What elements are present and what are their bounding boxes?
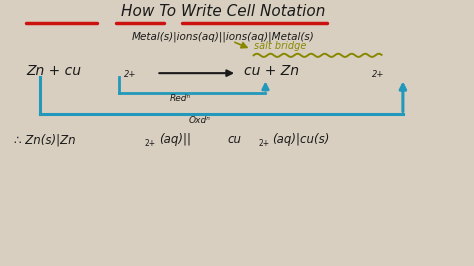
- Text: Metal(s)|ions(aq)||ions(aq)|Metal(s): Metal(s)|ions(aq)||ions(aq)|Metal(s): [131, 32, 314, 42]
- Text: cu: cu: [228, 133, 242, 146]
- Text: cu + Zn: cu + Zn: [244, 64, 299, 78]
- Text: How To Write Cell Notation: How To Write Cell Notation: [120, 4, 325, 19]
- Text: (aq)||: (aq)||: [159, 133, 191, 146]
- Text: salt bridge: salt bridge: [254, 41, 306, 51]
- Text: Redⁿ: Redⁿ: [170, 94, 191, 103]
- Text: 2+: 2+: [258, 139, 269, 148]
- Text: Zn + cu: Zn + cu: [26, 64, 81, 78]
- Text: (aq)|cu(s): (aq)|cu(s): [273, 133, 330, 146]
- Text: 2+: 2+: [372, 70, 384, 79]
- Text: Oxdⁿ: Oxdⁿ: [188, 116, 210, 125]
- Text: ∴ Zn(s)|Zn: ∴ Zn(s)|Zn: [14, 133, 76, 146]
- Text: 2+: 2+: [145, 139, 155, 148]
- Text: 2+: 2+: [124, 70, 137, 79]
